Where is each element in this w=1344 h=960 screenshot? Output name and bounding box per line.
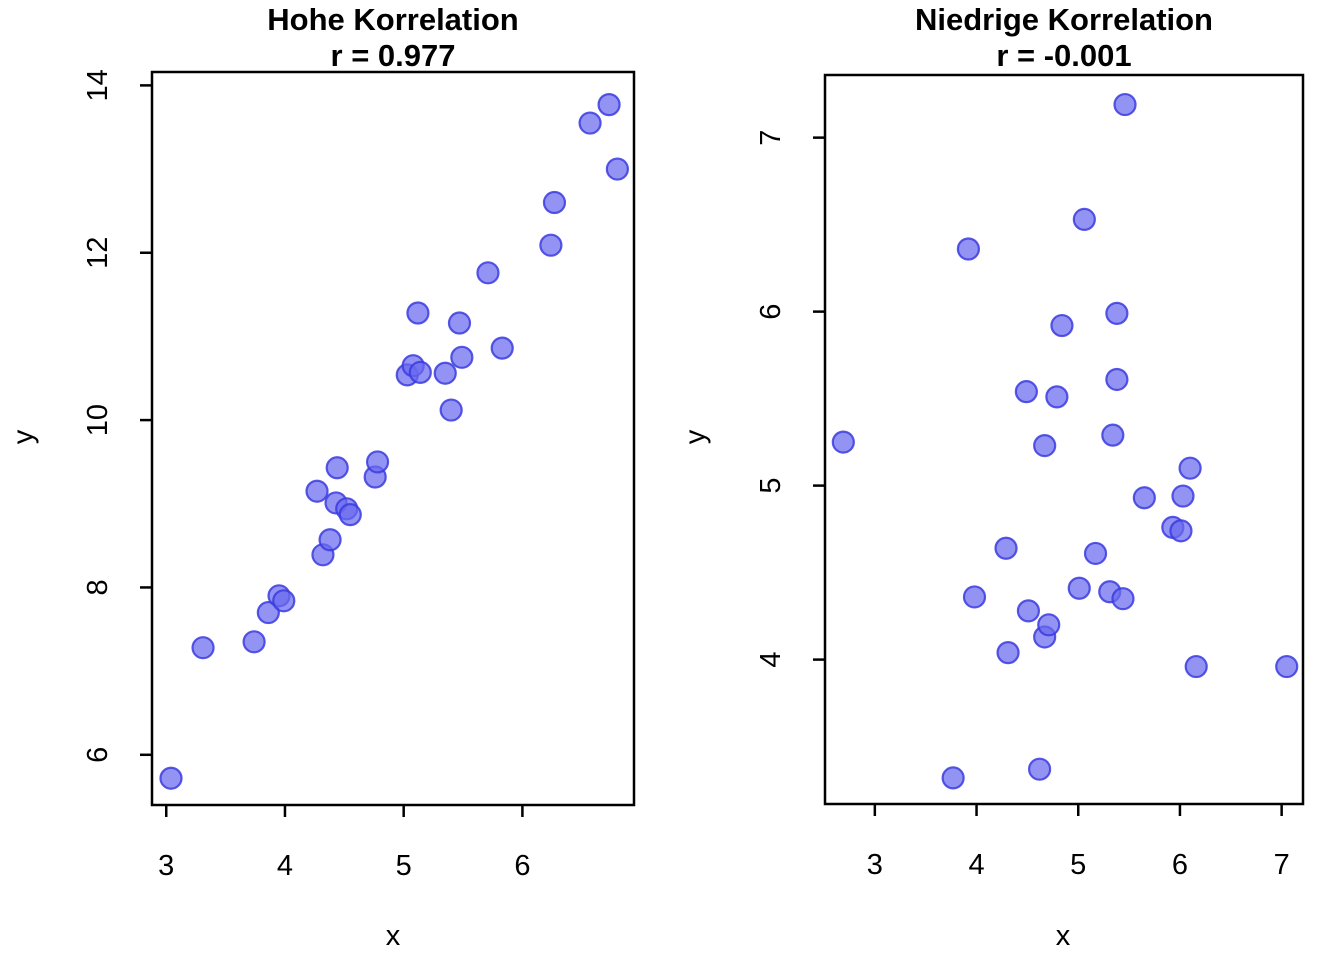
plot-box (823, 73, 1305, 806)
data-point (542, 190, 567, 215)
data-point (365, 450, 390, 474)
data-point (962, 585, 987, 609)
plot-box (150, 70, 636, 807)
data-point (447, 311, 472, 335)
data-point (1045, 385, 1069, 409)
data-point (439, 398, 463, 422)
data-point (191, 636, 215, 660)
x-axis-label-left: x (385, 920, 401, 952)
data-point (476, 261, 500, 285)
data-point (1105, 367, 1129, 392)
x-axis-tick-label: 3 (158, 850, 174, 882)
data-point (1169, 519, 1193, 543)
x-axis-tick-label: 6 (514, 850, 530, 882)
data-point (325, 456, 349, 480)
data-point (1101, 423, 1125, 447)
data-point (406, 301, 430, 325)
data-point (1111, 587, 1135, 611)
y-axis-tick-label: 5 (755, 478, 787, 494)
x-axis-label-right: x (1055, 920, 1071, 952)
x-axis-tick-label: 5 (1070, 849, 1086, 881)
x-axis-tick-label: 6 (1172, 849, 1188, 881)
y-axis-label-left: y (7, 429, 40, 445)
data-point (539, 233, 563, 257)
x-axis-tick-label: 4 (277, 850, 293, 882)
data-point (1037, 613, 1061, 637)
data-point (1171, 484, 1195, 508)
data-point (1014, 380, 1038, 404)
data-point (256, 600, 280, 625)
plot-title-line1: Niedrige Korrelation (915, 2, 1213, 37)
plot-subtitle-r-value: r = -0.001 (996, 38, 1132, 73)
plot-title-line1: Hohe Korrelation (267, 2, 519, 37)
data-point (1105, 301, 1129, 325)
y-axis-tick-label: 12 (82, 237, 114, 269)
y-axis-tick-label: 14 (82, 69, 114, 101)
data-point (450, 345, 474, 369)
x-axis-tick-label: 3 (867, 849, 883, 881)
data-point (597, 93, 621, 117)
x-axis-tick-label: 7 (1274, 849, 1290, 881)
y-axis-tick-label: 7 (755, 130, 787, 146)
y-axis-tick-label: 10 (82, 404, 114, 436)
plot-title-low-correlation: Niedrige Korrelation r = -0.001 (915, 2, 1213, 74)
data-point (1033, 433, 1057, 458)
y-axis-tick-label: 8 (82, 579, 114, 595)
data-point (490, 336, 514, 360)
data-point (941, 766, 965, 790)
data-point (1072, 207, 1096, 232)
data-point (1113, 92, 1137, 117)
data-point (1184, 654, 1208, 679)
data-point (318, 528, 342, 552)
data-point (1016, 599, 1041, 623)
data-point (1050, 313, 1074, 338)
y-axis-tick-label: 6 (755, 304, 787, 320)
y-axis-label-right: y (679, 429, 712, 445)
data-point (831, 430, 855, 454)
data-point (305, 479, 329, 503)
plot-subtitle-r-value: r = 0.977 (330, 38, 456, 73)
y-axis-tick-label: 4 (755, 652, 787, 668)
x-axis-tick-label: 5 (396, 850, 412, 882)
plot-title-high-correlation: Hohe Korrelation r = 0.977 (267, 2, 518, 74)
data-point (956, 237, 981, 261)
y-axis-tick-label: 6 (82, 747, 114, 763)
data-point (1132, 486, 1156, 510)
data-point (272, 589, 296, 613)
data-point (994, 536, 1018, 560)
data-point (433, 361, 457, 385)
data-point (1275, 654, 1299, 679)
data-point (578, 111, 602, 135)
data-point (338, 503, 362, 527)
data-point (1083, 541, 1108, 566)
data-point (1178, 456, 1202, 480)
x-axis-tick-label: 4 (968, 849, 984, 881)
data-point (1067, 576, 1091, 600)
data-point (159, 766, 183, 790)
data-point (996, 641, 1020, 665)
data-point (408, 360, 432, 384)
data-point (605, 157, 629, 181)
data-point (242, 630, 266, 654)
data-point (1027, 757, 1052, 781)
